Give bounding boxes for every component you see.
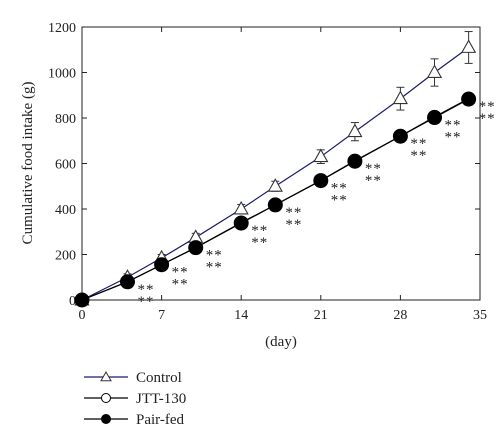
y-tick-label: 1000 xyxy=(48,67,76,82)
point-pair-fed xyxy=(267,197,283,213)
significance-marker: ** xyxy=(285,205,302,221)
point-pair-fed xyxy=(154,257,170,273)
series-line-control xyxy=(81,46,469,301)
point-pair-fed xyxy=(427,110,443,126)
significance-marker: ** xyxy=(137,294,154,310)
point-pair-fed xyxy=(74,292,90,308)
point-control xyxy=(461,39,477,53)
point-pair-fed xyxy=(461,91,477,107)
y-tick-label: 400 xyxy=(55,203,76,218)
significance-marker: ** xyxy=(445,118,462,134)
legend-label-pair-fed: Pair-fed xyxy=(136,412,185,428)
significance-marker: ** xyxy=(410,148,427,164)
significance-marker: ** xyxy=(365,161,382,177)
legend-marker-jtt-130 xyxy=(101,393,111,403)
point-control xyxy=(313,148,329,163)
point-control xyxy=(347,123,363,138)
y-axis-label: Cumulative food intake (g) xyxy=(20,82,36,245)
x-tick-label: 7 xyxy=(158,308,165,323)
y-tick-label: 600 xyxy=(55,158,76,173)
legend-label-jtt-130: JTT-130 xyxy=(136,391,186,407)
point-pair-fed xyxy=(313,173,329,189)
point-control xyxy=(233,200,249,215)
point-pair-fed xyxy=(188,240,204,256)
series-layer xyxy=(74,31,477,308)
x-axis-label: (day) xyxy=(265,334,297,350)
point-pair-fed xyxy=(233,215,249,231)
legend-marker-pair-fed xyxy=(101,414,111,424)
legend: Control JTT-130 Pair-fed xyxy=(84,370,186,428)
y-tick-label: 0 xyxy=(69,294,76,309)
point-control xyxy=(426,64,443,78)
significance-marker: ** xyxy=(479,99,496,115)
significance-marker: ** xyxy=(445,130,462,146)
x-tick-label: 14 xyxy=(234,308,248,323)
significance-marker: ** xyxy=(285,217,302,233)
y-tick-label: 1200 xyxy=(48,21,76,36)
significance-marker: ** xyxy=(172,277,189,293)
point-pair-fed xyxy=(119,274,135,290)
significance-marker: ** xyxy=(137,282,154,298)
significance-marker: ** xyxy=(331,193,348,209)
point-pair-fed xyxy=(392,128,408,144)
significance-marker: ** xyxy=(410,136,427,152)
point-control xyxy=(267,178,283,192)
y-tick-label: 800 xyxy=(55,112,76,127)
significance-marker: ** xyxy=(479,111,496,127)
significance-marker: ** xyxy=(251,235,268,251)
significance-marker: ** xyxy=(206,248,223,264)
x-tick-label: 0 xyxy=(79,308,86,323)
x-tick-label: 28 xyxy=(393,308,407,323)
significance-marker: ** xyxy=(331,181,348,197)
significance-marker: ** xyxy=(206,260,223,276)
significance-marker: ** xyxy=(251,223,268,239)
significance-marker: ** xyxy=(172,265,189,281)
legend-label-control: Control xyxy=(136,370,182,386)
significance-layer: **************************************** xyxy=(137,99,496,310)
x-tick-label: 35 xyxy=(473,308,487,323)
point-control xyxy=(392,90,408,105)
significance-marker: ** xyxy=(365,173,382,189)
legend-marker-control xyxy=(100,370,112,382)
y-tick-label: 200 xyxy=(55,249,76,264)
point-pair-fed xyxy=(347,153,363,169)
axis-ticks: 0 7 14 21 28 35 0 200 400 600 800 1000 1200 xyxy=(48,21,487,323)
x-tick-label: 21 xyxy=(314,308,328,323)
